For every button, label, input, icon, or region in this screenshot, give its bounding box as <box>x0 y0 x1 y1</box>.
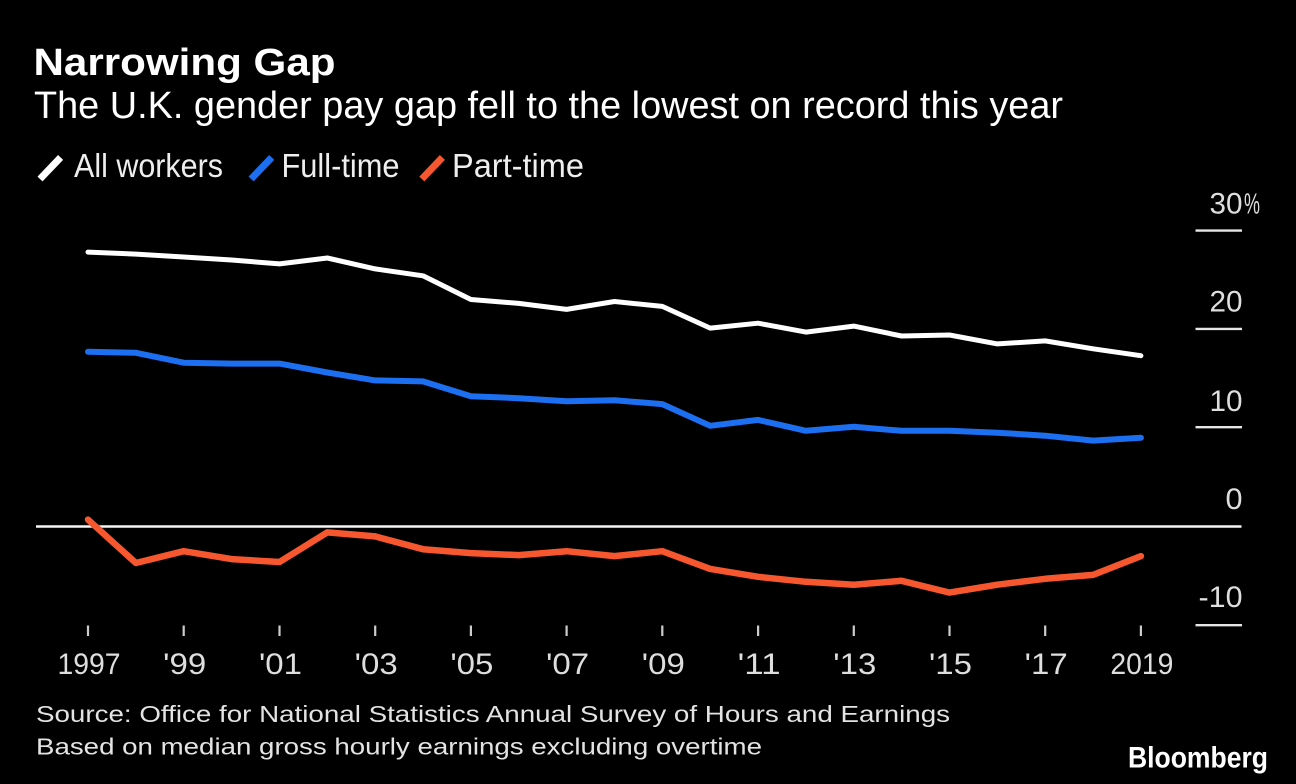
svg-text:'05: '05 <box>450 648 493 681</box>
svg-text:1997: 1997 <box>58 648 121 681</box>
svg-text:All workers: All workers <box>74 147 223 184</box>
svg-text:%: % <box>1244 188 1260 220</box>
svg-text:Part-time: Part-time <box>452 147 584 184</box>
svg-text:0: 0 <box>1226 483 1243 516</box>
svg-text:'11: '11 <box>738 648 781 681</box>
svg-text:Full-time: Full-time <box>282 147 400 184</box>
svg-text:30: 30 <box>1210 187 1243 220</box>
svg-text:'07: '07 <box>546 648 589 681</box>
svg-text:10: 10 <box>1210 385 1243 418</box>
svg-text:Source: Office for National St: Source: Office for National Statistics A… <box>36 701 950 727</box>
svg-text:20: 20 <box>1210 286 1243 319</box>
svg-text:'17: '17 <box>1025 648 1068 681</box>
svg-text:Based on median gross hourly e: Based on median gross hourly earnings ex… <box>36 734 762 760</box>
svg-text:'03: '03 <box>355 648 398 681</box>
svg-text:'01: '01 <box>259 648 302 681</box>
svg-text:Narrowing Gap: Narrowing Gap <box>34 42 336 84</box>
svg-text:'15: '15 <box>929 648 972 681</box>
svg-text:'99: '99 <box>163 648 206 681</box>
svg-text:Bloomberg: Bloomberg <box>1128 742 1268 775</box>
svg-text:'09: '09 <box>642 648 685 681</box>
svg-text:The U.K. gender pay gap fell t: The U.K. gender pay gap fell to the lowe… <box>34 85 1063 127</box>
svg-text:2019: 2019 <box>1110 648 1173 681</box>
svg-text:'13: '13 <box>833 648 876 681</box>
svg-text:-10: -10 <box>1199 581 1243 614</box>
